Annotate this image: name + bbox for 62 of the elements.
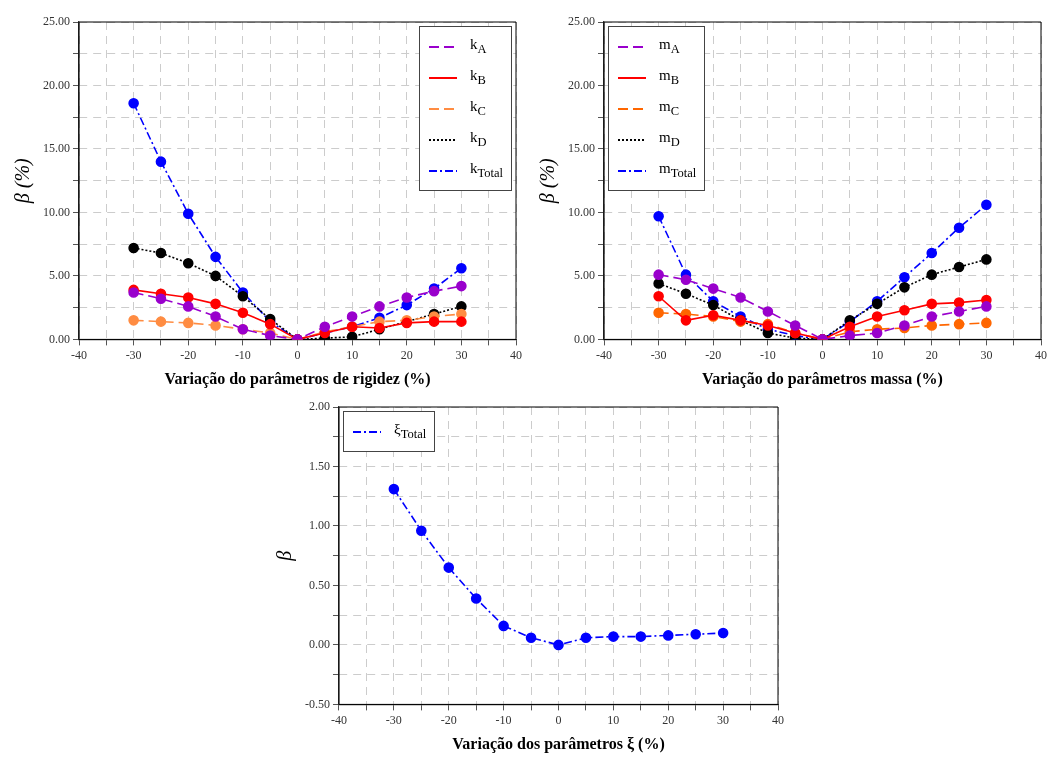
- y-tick-label: 1.00: [309, 518, 330, 533]
- x-tick-label: -40: [71, 347, 87, 362]
- y-tick-label: 0.00: [309, 637, 330, 652]
- x-tick-label: -40: [596, 347, 612, 362]
- y-tick-label: 1.50: [309, 458, 330, 473]
- legend-label: k$_{D}$: [469, 128, 487, 151]
- y-axis-title: β (%): [11, 157, 35, 205]
- x-tick-label: 20: [400, 347, 413, 362]
- x-axis-title: Variação do parâmetros de rigidez (%): [164, 369, 431, 388]
- x-tick-label: 30: [717, 712, 730, 727]
- y-axis-title: β (%): [536, 157, 560, 205]
- x-tick-label: 10: [607, 712, 620, 727]
- x-tick-label: -30: [385, 712, 402, 727]
- x-tick-label: 0: [819, 347, 826, 362]
- legend-label: m$_{D}$: [659, 128, 680, 151]
- legend-label: m$_{Total}$: [659, 159, 697, 182]
- y-tick-label: 25.00: [43, 14, 70, 29]
- x-tick-label: 40: [772, 712, 784, 727]
- x-tick-label: -20: [180, 347, 197, 362]
- x-tick-label: -30: [650, 347, 667, 362]
- legend-label: k$_{Total}$: [469, 159, 503, 182]
- x-tick-label: -10: [759, 347, 776, 362]
- y-tick-label: 10.00: [568, 204, 595, 219]
- x-tick-label: 20: [925, 347, 938, 362]
- y-tick-label: 15.00: [43, 141, 70, 156]
- legend-label: k$_{A}$: [469, 35, 487, 58]
- x-tick-label: 30: [980, 347, 993, 362]
- y-tick-label: 0.00: [49, 331, 70, 346]
- y-tick-label: 2.00: [309, 399, 330, 414]
- x-tick-label: 10: [346, 347, 359, 362]
- legend-label: m$_{A}$: [659, 35, 680, 58]
- y-tick-label: 5.00: [49, 268, 70, 283]
- y-tick-label: 5.00: [574, 268, 595, 283]
- y-tick-label: -0.50: [305, 696, 330, 711]
- y-tick-label: 15.00: [568, 141, 595, 156]
- x-tick-label: -40: [331, 712, 347, 727]
- x-tick-label: 40: [510, 347, 522, 362]
- legend-label: ξ$_{Total}$: [393, 420, 427, 443]
- x-tick-label: 10: [871, 347, 884, 362]
- x-axis-title: Variação do parâmetros massa (%): [702, 369, 943, 388]
- y-tick-label: 10.00: [43, 204, 70, 219]
- x-axis-title: Variação dos parâmetros ξ (%): [452, 734, 665, 753]
- y-tick-label: 0.50: [309, 577, 330, 592]
- x-tick-label: 0: [294, 347, 301, 362]
- y-tick-label: 25.00: [568, 14, 595, 29]
- x-tick-label: 20: [662, 712, 675, 727]
- y-tick-label: 20.00: [43, 77, 70, 92]
- legend-label: k$_{C}$: [469, 97, 486, 120]
- x-tick-label: -10: [234, 347, 251, 362]
- x-tick-label: 30: [455, 347, 468, 362]
- y-tick-label: 20.00: [568, 77, 595, 92]
- x-tick-label: 40: [1035, 347, 1047, 362]
- legend-label: k$_{B}$: [469, 66, 486, 89]
- x-tick-label: 0: [555, 712, 562, 727]
- x-tick-label: -30: [125, 347, 142, 362]
- x-tick-label: -20: [705, 347, 722, 362]
- x-tick-label: -10: [495, 712, 512, 727]
- legend-label: m$_{C}$: [659, 97, 680, 120]
- x-tick-label: -20: [440, 712, 457, 727]
- y-axis-title: β: [273, 550, 297, 562]
- legend-label: m$_{B}$: [659, 66, 680, 89]
- y-tick-label: 0.00: [574, 331, 595, 346]
